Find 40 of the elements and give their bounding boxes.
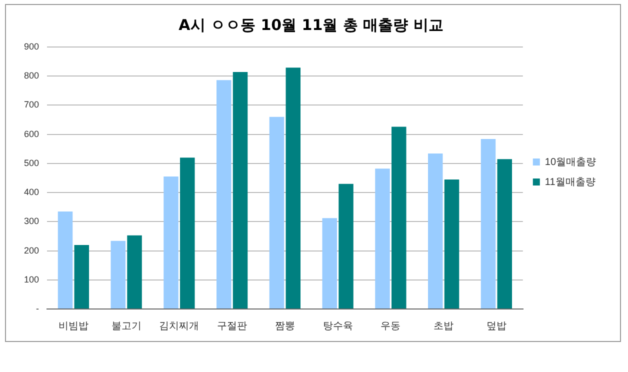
legend-label: 11월매출량: [544, 176, 596, 188]
bar: [286, 68, 301, 308]
x-tick-label: 김치찌개: [159, 320, 200, 332]
legend-label: 10월매출량: [544, 156, 596, 168]
bar: [232, 72, 248, 308]
bar: [110, 240, 126, 308]
bar: [127, 235, 142, 308]
y-tick-label: 100: [24, 274, 40, 284]
x-tick-label: 덮밥: [486, 320, 506, 332]
y-tick-label: 200: [24, 245, 40, 256]
bar: [444, 179, 460, 308]
y-tick-label: 500: [24, 158, 40, 168]
y-tick-label: -: [36, 303, 40, 314]
bar: [428, 154, 443, 308]
bar: [180, 158, 195, 308]
x-tick-label: 초밥: [434, 320, 454, 332]
bar: [269, 116, 284, 308]
x-tick-label: 불고기: [111, 320, 142, 332]
y-tick-label: 300: [24, 216, 40, 226]
y-tick-label: 600: [24, 128, 40, 139]
x-tick-label: 짬뽕: [274, 320, 295, 332]
y-tick-label: 900: [24, 41, 40, 52]
y-tick-label: 700: [24, 100, 40, 110]
bar: [375, 168, 390, 308]
x-tick-label: 구절판: [217, 320, 248, 332]
bar: [74, 244, 90, 308]
bar: [338, 184, 354, 308]
bar: [322, 218, 337, 308]
bar: [58, 211, 73, 308]
bar: [164, 176, 178, 308]
bar: [497, 159, 512, 308]
x-tick-label: 비빔밥: [58, 320, 88, 332]
y-tick-label: 400: [24, 187, 40, 198]
x-tick-label: 우동: [380, 320, 401, 332]
bar: [480, 138, 496, 308]
chart-title: A시 ㅇㅇ동 10월 11월 총 매출량 비교: [178, 16, 444, 34]
bar: [392, 126, 406, 308]
y-tick-label: 800: [24, 70, 40, 81]
x-tick-label: 탕수육: [322, 320, 353, 332]
bar: [216, 80, 232, 308]
